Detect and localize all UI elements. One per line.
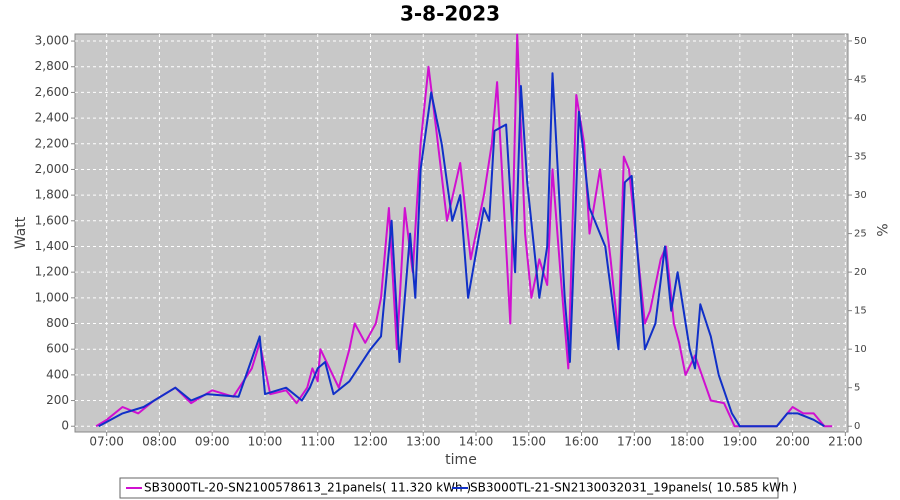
- x-tick-label: 12:00: [353, 435, 388, 449]
- x-tick-label: 15:00: [511, 435, 546, 449]
- y2-tick-label: 0: [854, 421, 860, 432]
- chart-title: 3-8-2023: [400, 2, 500, 26]
- series-line: [95, 33, 833, 428]
- legend-label: SB3000TL-20-SN2100578613_21panels( 11.32…: [144, 481, 471, 495]
- y-tick-label: 2,600: [35, 85, 69, 99]
- y-tick-label: 800: [46, 316, 69, 330]
- y2-tick-label: 5: [854, 383, 860, 394]
- x-tick-label: 09:00: [195, 435, 230, 449]
- y-tick-label: 1,200: [35, 265, 69, 279]
- y2-tick-label: 35: [854, 152, 867, 163]
- x-tick-label: 21:00: [828, 435, 863, 449]
- y-tick-label: 1,000: [35, 290, 69, 304]
- x-tick-label: 13:00: [406, 435, 441, 449]
- y-tick-label: 1,600: [35, 213, 69, 227]
- y-tick-label: 2,800: [35, 59, 69, 73]
- x-tick-label: 07:00: [89, 435, 124, 449]
- x-tick-label: 14:00: [459, 435, 494, 449]
- x-tick-label: 18:00: [670, 435, 705, 449]
- y2-tick-label: 10: [854, 344, 867, 355]
- y-tick-label: 400: [46, 367, 69, 381]
- y2-tick-label: 40: [854, 113, 867, 124]
- y-tick-label: 2,000: [35, 162, 69, 176]
- x-tick-label: 10:00: [248, 435, 283, 449]
- x-axis-label: time: [445, 452, 477, 468]
- y-tick-label: 1,400: [35, 239, 69, 253]
- y-tick-label: 600: [46, 342, 69, 356]
- y2-tick-label: 50: [854, 36, 867, 47]
- y2-tick-label: 45: [854, 74, 867, 85]
- y2-tick-label: 25: [854, 229, 867, 240]
- x-tick-label: 20:00: [775, 435, 810, 449]
- x-tick-label: 08:00: [142, 435, 177, 449]
- plot-area: [74, 33, 849, 433]
- x-tick-label: 19:00: [723, 435, 758, 449]
- x-tick-label: 17:00: [617, 435, 652, 449]
- legend: [119, 477, 779, 499]
- legend-label: SB3000TL-21-SN2130032031_19panels( 10.58…: [470, 481, 797, 495]
- y-tick-label: 0: [61, 419, 69, 433]
- y-tick-label: 3,000: [35, 34, 69, 48]
- series-line: [98, 72, 825, 428]
- y2-tick-label: 20: [854, 267, 867, 278]
- y-tick-label: 1,800: [35, 188, 69, 202]
- y-tick-label: 2,200: [35, 136, 69, 150]
- y-tick-label: 200: [46, 393, 69, 407]
- x-tick-label: 11:00: [300, 435, 335, 449]
- y2-axis-label: %: [873, 223, 889, 236]
- y2-tick-label: 30: [854, 190, 867, 201]
- y2-tick-label: 15: [854, 306, 867, 317]
- x-tick-label: 16:00: [564, 435, 599, 449]
- y-axis-label: Watt: [13, 216, 29, 249]
- y-tick-label: 2,400: [35, 111, 69, 125]
